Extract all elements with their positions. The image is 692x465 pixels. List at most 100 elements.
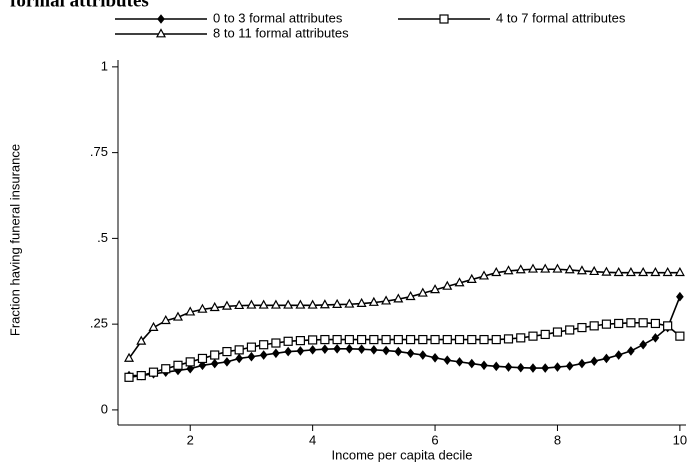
marker xyxy=(527,263,538,273)
marker xyxy=(185,306,196,316)
marker xyxy=(430,334,440,345)
marker xyxy=(466,273,477,283)
y-tick-label: 0 xyxy=(101,401,108,416)
marker xyxy=(614,350,623,360)
legend-label: 4 to 7 formal attributes xyxy=(496,10,626,25)
marker xyxy=(417,287,428,297)
marker xyxy=(295,336,305,346)
marker xyxy=(480,360,488,371)
marker xyxy=(295,299,306,309)
marker xyxy=(221,300,232,310)
legend-label: 0 to 3 formal attributes xyxy=(213,10,343,25)
marker xyxy=(283,299,294,309)
marker xyxy=(357,344,366,354)
marker xyxy=(578,358,586,369)
marker xyxy=(676,291,684,302)
y-tick-label: .5 xyxy=(97,230,108,245)
marker xyxy=(307,299,318,309)
marker xyxy=(223,357,231,367)
marker xyxy=(136,335,147,345)
marker xyxy=(492,361,501,372)
marker xyxy=(321,344,329,354)
marker xyxy=(381,295,392,305)
marker xyxy=(345,344,354,354)
marker xyxy=(284,346,292,357)
marker xyxy=(613,266,624,277)
marker xyxy=(197,353,208,364)
marker xyxy=(344,334,354,345)
marker xyxy=(516,333,526,343)
marker xyxy=(589,265,600,276)
marker xyxy=(259,340,269,350)
marker xyxy=(516,362,525,373)
marker xyxy=(454,334,465,345)
marker xyxy=(590,356,599,366)
marker xyxy=(614,318,624,329)
marker xyxy=(430,284,441,294)
marker xyxy=(663,321,673,331)
marker xyxy=(540,329,550,340)
marker xyxy=(406,348,415,359)
marker xyxy=(161,364,171,374)
marker xyxy=(172,311,183,321)
marker xyxy=(675,331,685,341)
marker xyxy=(540,263,551,273)
marker xyxy=(258,299,269,309)
legend-label: 8 to 11 formal attributes xyxy=(213,25,349,40)
marker xyxy=(344,298,355,308)
marker xyxy=(503,334,514,344)
marker xyxy=(259,350,268,360)
marker xyxy=(369,334,379,345)
marker xyxy=(356,297,367,307)
marker xyxy=(319,299,330,309)
marker xyxy=(381,334,391,345)
marker xyxy=(564,264,575,274)
series-line xyxy=(129,296,681,377)
marker xyxy=(247,351,256,362)
marker xyxy=(370,345,378,355)
marker xyxy=(650,318,660,329)
marker xyxy=(515,264,526,274)
marker xyxy=(357,334,367,345)
marker xyxy=(124,352,135,362)
marker xyxy=(455,357,464,367)
y-tick-label: 1 xyxy=(101,58,108,73)
marker xyxy=(443,355,452,365)
marker xyxy=(393,293,404,303)
marker xyxy=(601,266,612,276)
y-tick-label: .75 xyxy=(90,144,108,159)
marker xyxy=(393,334,403,345)
marker xyxy=(625,266,636,277)
marker xyxy=(222,346,232,357)
legend-marker xyxy=(157,14,165,24)
marker xyxy=(210,358,219,369)
legend-marker xyxy=(439,14,449,24)
marker xyxy=(442,334,452,345)
marker xyxy=(197,303,208,313)
marker xyxy=(185,357,195,367)
marker xyxy=(565,361,574,371)
marker xyxy=(332,298,343,308)
marker xyxy=(308,345,317,355)
marker xyxy=(308,335,318,345)
marker xyxy=(198,360,207,371)
marker xyxy=(454,277,465,287)
x-tick-label: 6 xyxy=(431,432,438,447)
marker xyxy=(186,363,195,374)
marker xyxy=(552,263,563,273)
x-tick-label: 2 xyxy=(187,432,194,447)
marker xyxy=(467,358,476,369)
marker xyxy=(541,363,550,373)
marker xyxy=(674,266,685,277)
marker xyxy=(626,318,636,328)
marker xyxy=(124,372,134,382)
marker xyxy=(405,290,416,301)
marker xyxy=(479,270,490,280)
marker xyxy=(552,327,563,337)
marker xyxy=(639,339,647,350)
marker xyxy=(270,299,281,309)
marker xyxy=(246,342,257,352)
marker xyxy=(576,265,587,275)
marker xyxy=(529,363,537,373)
